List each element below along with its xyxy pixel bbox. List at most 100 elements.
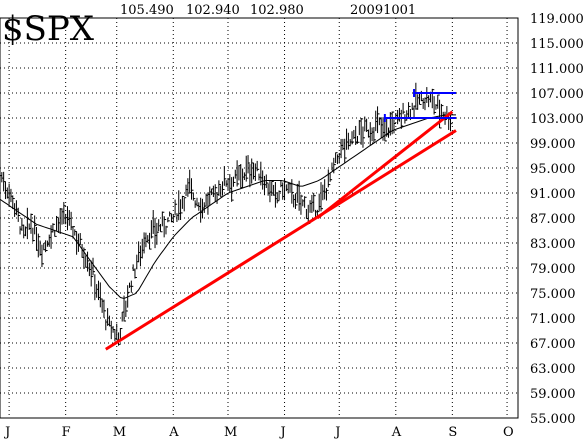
price-bar xyxy=(223,166,227,186)
chart-grid xyxy=(0,17,518,419)
price-bar xyxy=(232,176,236,187)
header-value-low: 102.980 xyxy=(250,3,304,18)
price-bar xyxy=(393,119,396,134)
price-bar xyxy=(32,227,35,242)
price-bar xyxy=(335,152,338,163)
x-tick-label: J xyxy=(279,425,286,440)
x-tick-label: S xyxy=(448,425,457,440)
price-bar xyxy=(79,233,83,246)
price-bar xyxy=(54,230,57,237)
trendlines xyxy=(104,110,457,351)
price-bar xyxy=(52,223,55,233)
x-tick-label: F xyxy=(62,425,71,440)
price-bar xyxy=(45,240,48,253)
price-bars xyxy=(0,82,453,346)
price-bar xyxy=(433,96,437,115)
price-bar xyxy=(181,195,185,209)
price-bar xyxy=(118,332,121,346)
price-bar xyxy=(351,131,355,145)
price-bar xyxy=(167,217,170,223)
price-bar xyxy=(356,135,360,144)
y-tick-label: 75.000 xyxy=(530,287,576,302)
x-tick-label: J xyxy=(333,425,340,440)
price-bar xyxy=(183,197,187,212)
price-bar xyxy=(304,196,307,208)
price-bar xyxy=(92,257,96,276)
header-date: 20091001 xyxy=(350,3,416,18)
header-value-open: 105.490 xyxy=(120,3,174,18)
price-bar xyxy=(163,216,167,238)
price-bar xyxy=(245,155,249,182)
price-bar xyxy=(87,251,90,272)
price-bar xyxy=(161,211,165,227)
y-tick-label: 111.000 xyxy=(530,62,584,77)
price-bar xyxy=(169,211,172,217)
price-bar xyxy=(34,215,37,235)
price-bar xyxy=(123,295,127,322)
price-bar xyxy=(294,193,298,209)
y-tick-label: 67.000 xyxy=(530,337,576,352)
price-bar xyxy=(130,280,134,293)
y-tick-label: 83.000 xyxy=(530,237,576,252)
price-bar xyxy=(41,244,44,268)
header-value-high: 102.940 xyxy=(186,3,240,18)
price-bar xyxy=(17,207,21,222)
x-tick-label: J xyxy=(3,425,10,440)
price-bar xyxy=(437,94,440,109)
price-bar xyxy=(313,192,316,212)
y-tick-label: 95.000 xyxy=(530,162,576,177)
price-bar xyxy=(276,192,280,204)
price-bar xyxy=(360,118,364,145)
price-bar xyxy=(192,192,196,201)
price-bar xyxy=(450,113,453,132)
price-bar xyxy=(265,174,269,189)
price-bar xyxy=(256,160,260,172)
price-bar xyxy=(172,214,176,223)
y-tick-label: 59.000 xyxy=(530,387,576,402)
y-tick-label: 63.000 xyxy=(530,362,576,377)
price-bar xyxy=(30,213,34,234)
plot-area-frame xyxy=(0,17,519,419)
price-bar xyxy=(156,222,159,245)
y-tick-label: 87.000 xyxy=(530,212,576,227)
price-bar xyxy=(103,299,106,318)
x-tick-label: A xyxy=(168,425,179,440)
price-bar xyxy=(180,199,183,220)
chart-title: $SPX xyxy=(2,9,95,49)
y-tick-label: 99.000 xyxy=(530,137,576,152)
trendline xyxy=(104,129,457,351)
price-bar xyxy=(377,106,380,134)
price-bar xyxy=(236,160,240,187)
price-bar xyxy=(149,232,152,250)
price-bar xyxy=(160,223,163,233)
price-bar xyxy=(329,173,333,182)
resistance-lines xyxy=(383,89,456,122)
price-bar xyxy=(373,127,376,143)
price-bar xyxy=(218,180,221,196)
price-bar xyxy=(247,155,251,174)
y-tick-label: 55.000 xyxy=(530,412,576,427)
price-bar xyxy=(408,102,411,118)
price-bar xyxy=(327,169,331,188)
x-tick-label: O xyxy=(503,425,514,440)
price-bar xyxy=(165,225,168,235)
price-bar xyxy=(271,181,274,196)
price-bar xyxy=(278,190,282,201)
y-tick-label: 107.000 xyxy=(530,87,584,102)
price-bar xyxy=(214,184,218,202)
price-bar xyxy=(90,260,94,287)
trendline xyxy=(316,110,454,220)
x-tick-label: A xyxy=(391,425,402,440)
y-tick-label: 103.000 xyxy=(530,112,584,127)
price-bar xyxy=(300,194,303,215)
price-bar xyxy=(400,109,404,129)
price-bar xyxy=(191,178,194,200)
y-tick-label: 79.000 xyxy=(530,262,576,277)
price-bar xyxy=(63,201,66,225)
price-bar xyxy=(325,188,329,201)
y-axis-labels: 119.000 115.000 111.000 107.000 103.000 99.00… xyxy=(530,12,584,427)
price-bar xyxy=(125,300,128,318)
price-bar xyxy=(134,268,137,279)
